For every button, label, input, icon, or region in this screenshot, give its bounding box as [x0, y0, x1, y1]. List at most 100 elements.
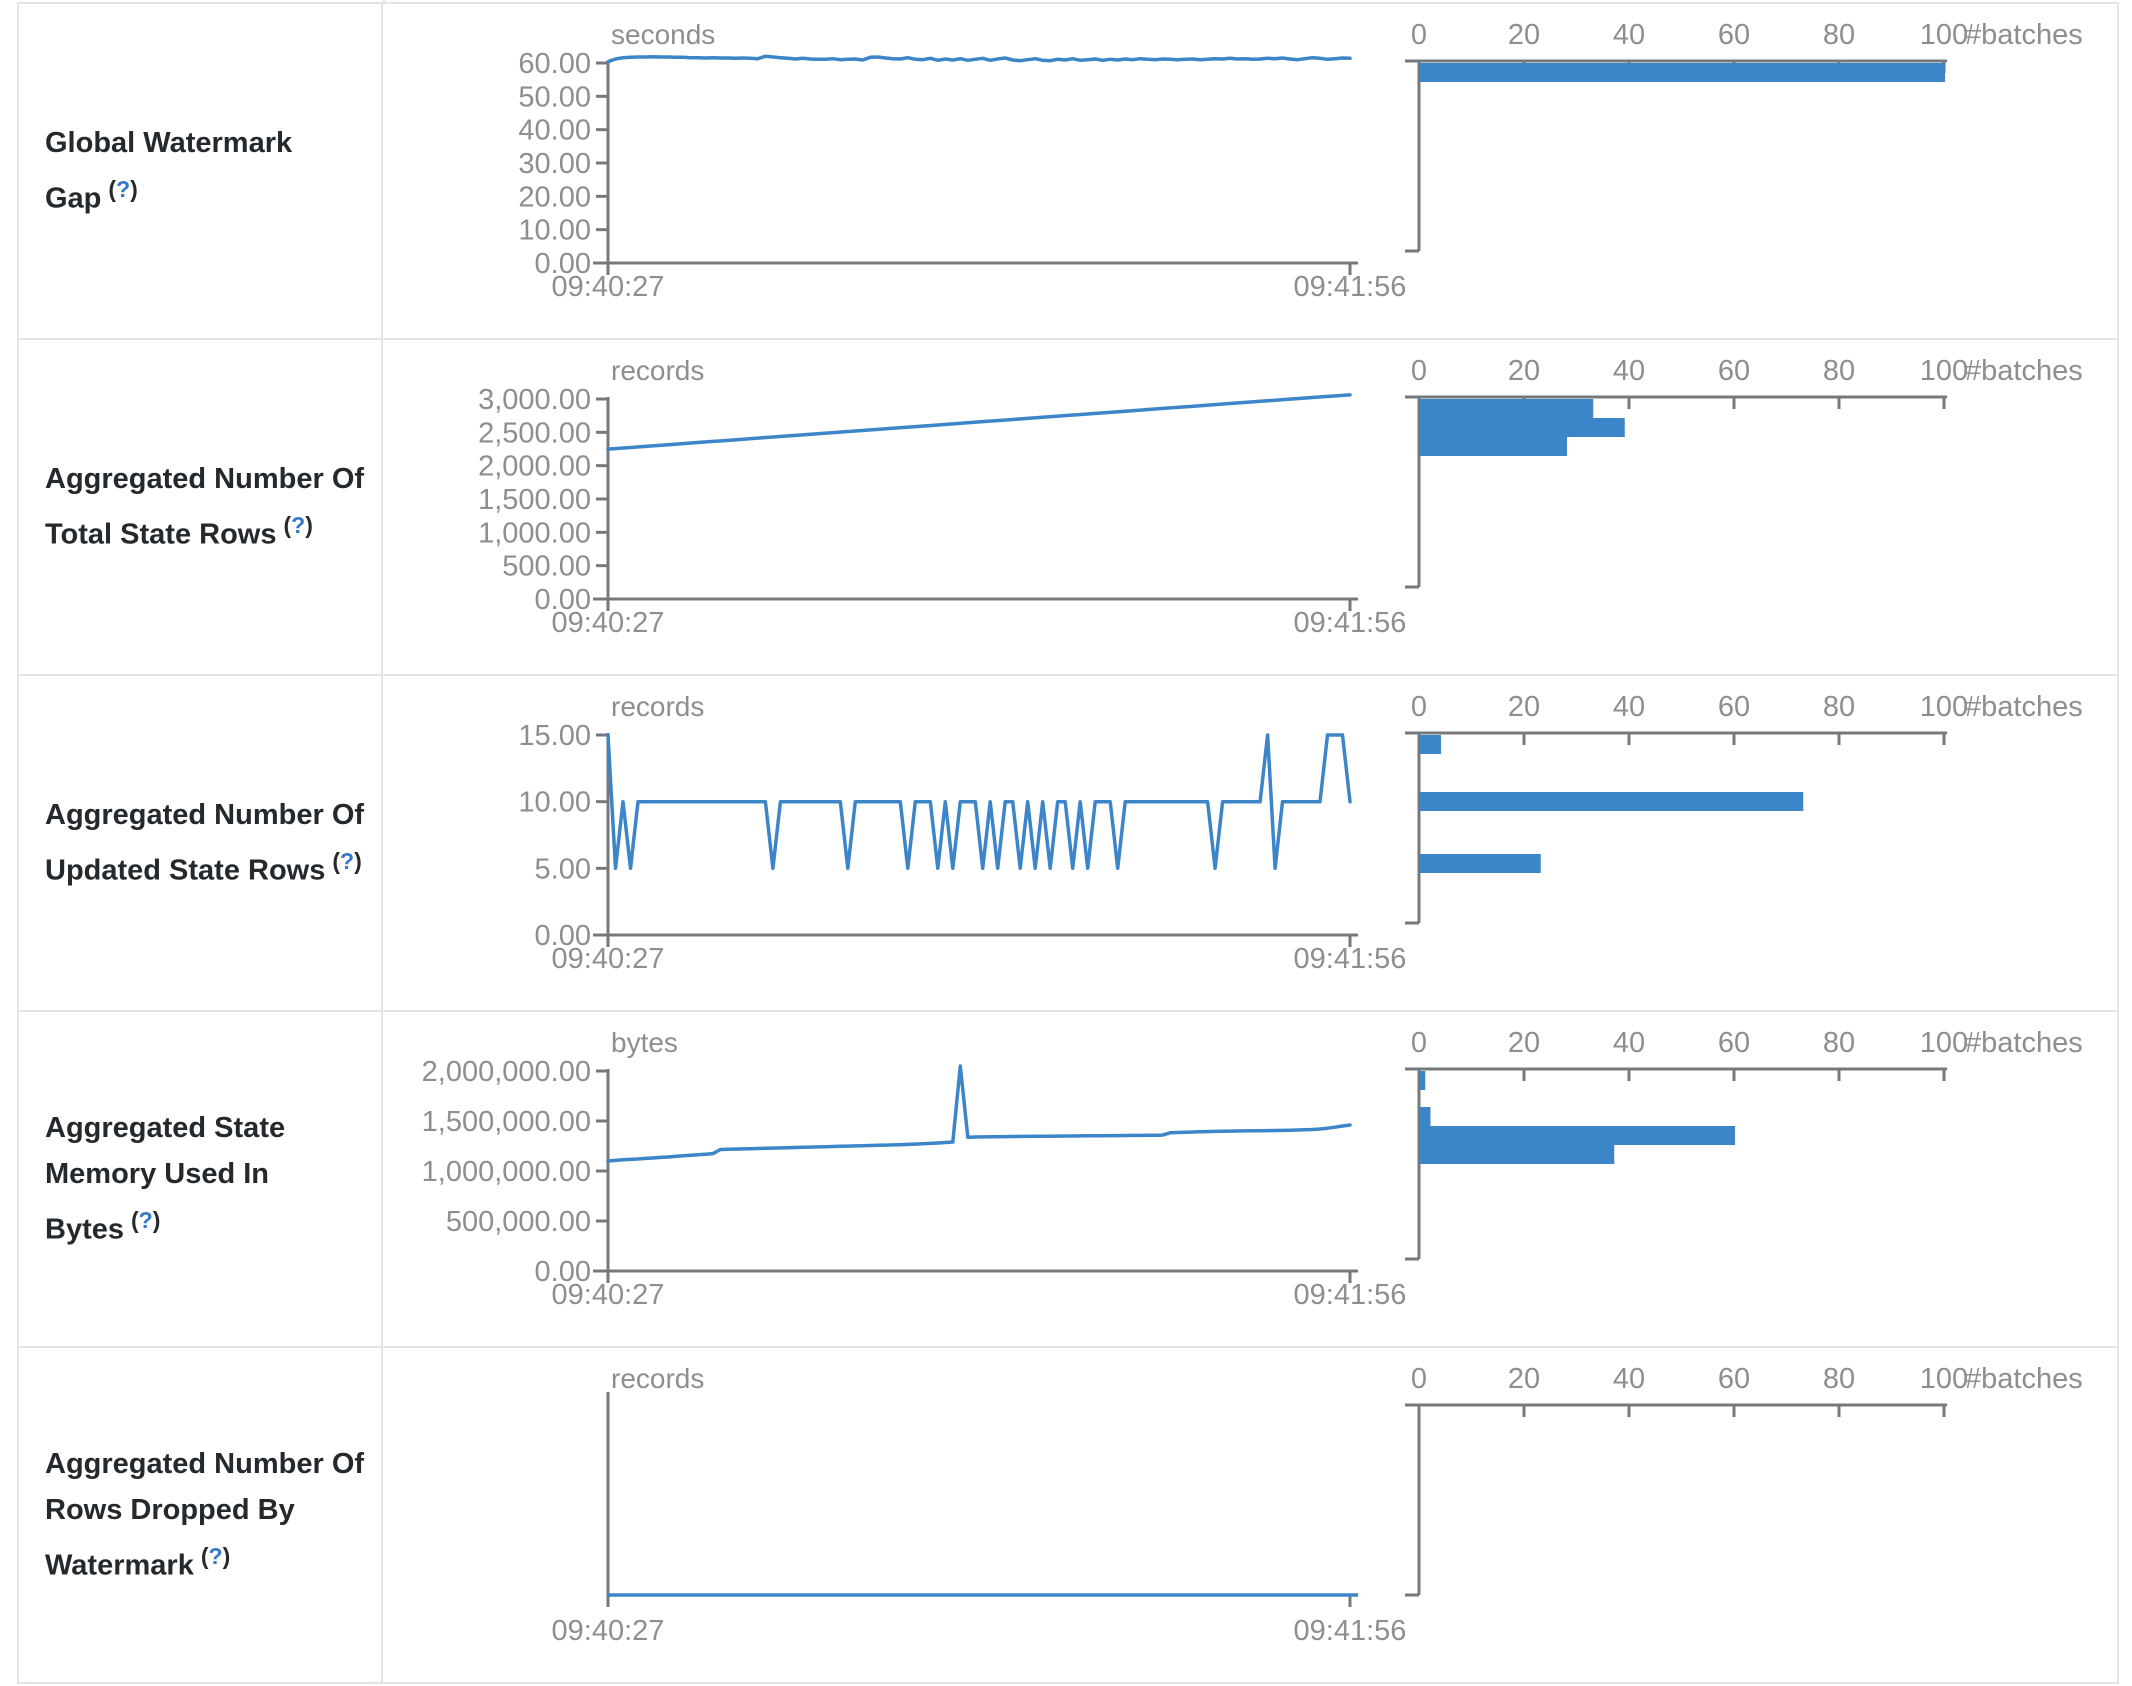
question-mark-icon: ?	[340, 848, 355, 875]
batches-tick-label: 0	[1411, 355, 1427, 387]
unit-label: records	[611, 355, 704, 386]
y-axis-tick-label: 0.00	[535, 584, 591, 616]
x-axis-time-label: 09:41:56	[1294, 943, 1407, 975]
metric-label-cell: Global Watermark Gap (?)	[19, 4, 383, 338]
batches-tick-label: 100	[1920, 1027, 1968, 1059]
y-axis-tick-label: 0.00	[535, 920, 591, 952]
help-tooltip-link[interactable]: (?)	[131, 1207, 161, 1234]
metric-label: Aggregated Number Of Rows Dropped By Wat…	[45, 1441, 371, 1589]
batches-tick-label: 0	[1411, 1027, 1427, 1059]
histogram-bar	[1420, 399, 1594, 418]
batches-tick-label: 0	[1411, 19, 1427, 51]
histogram-bar	[1420, 437, 1567, 456]
help-tooltip-link[interactable]: (?)	[108, 176, 138, 203]
batches-tick-label: 80	[1823, 691, 1855, 723]
y-axis-tick-label: 50.00	[518, 81, 591, 113]
x-axis-time-label: 09:40:27	[552, 1615, 665, 1647]
batches-tick-label: 100	[1920, 1363, 1968, 1395]
y-axis-tick-label: 5.00	[535, 853, 591, 885]
metric-row-rows-dropped-by-watermark: Aggregated Number Of Rows Dropped By Wat…	[19, 1348, 2117, 1684]
batches-axis-label: #batches	[1965, 1027, 2083, 1059]
y-axis-tick-label: 40.00	[518, 115, 591, 147]
batches-tick-label: 60	[1718, 1027, 1750, 1059]
metric-label-cell: Aggregated State Memory Used In Bytes (?)	[19, 1012, 383, 1346]
metric-label-text: Global Watermark Gap	[45, 127, 293, 215]
timeline-line	[606, 733, 1352, 871]
question-mark-icon: ?	[291, 512, 306, 539]
batches-tick-label: 20	[1508, 1027, 1540, 1059]
batches-tick-label: 20	[1508, 691, 1540, 723]
metric-row-global-watermark-gap: Global Watermark Gap (?) seconds 60.00 50.0…	[19, 4, 2117, 340]
batches-tick-label: 40	[1613, 691, 1645, 723]
y-axis-tick-label: 0.00	[535, 248, 591, 280]
histogram-bar	[1420, 1107, 1431, 1126]
timeline-line	[606, 54, 1352, 64]
metric-label: Aggregated State Memory Used In Bytes (?)	[45, 1105, 371, 1253]
metric-row-state-memory: Aggregated State Memory Used In Bytes (?)…	[19, 1012, 2117, 1348]
y-axis-tick-label: 1,000.00	[478, 517, 591, 549]
x-axis-time-label: 09:41:56	[1294, 1279, 1407, 1311]
help-tooltip-link[interactable]: (?)	[283, 512, 313, 539]
metric-label-text: Aggregated State Memory Used In Bytes	[45, 1112, 286, 1246]
chart-cell: records 09:40:27 09:41:56 0 20 40 60 80 100 #batc…	[383, 1348, 2117, 1682]
batches-tick-label: 40	[1613, 19, 1645, 51]
metric-row-total-state-rows: Aggregated Number Of Total State Rows (?)…	[19, 340, 2117, 676]
x-axis-time-label: 09:41:56	[1294, 1615, 1407, 1647]
metric-label-cell: Aggregated Number Of Updated State Rows(…	[19, 676, 383, 1010]
total-state-rows-charts: records3,000.002,500.002,000.001,500.001…	[478, 355, 2083, 639]
batches-tick-label: 60	[1718, 355, 1750, 387]
metric-label-cell: Aggregated Number Of Total State Rows (?)	[19, 340, 383, 674]
batches-tick-label: 60	[1718, 19, 1750, 51]
state-memory-charts: bytes 2,000,000.00 1,500,000.00 1,000,000.0…	[422, 1027, 2083, 1311]
batches-tick-label: 100	[1920, 691, 1968, 723]
timeline-line	[606, 393, 1352, 451]
batches-tick-label: 40	[1613, 1027, 1645, 1059]
batches-tick-label: 0	[1411, 1363, 1427, 1395]
batches-tick-label: 80	[1823, 19, 1855, 51]
question-mark-icon: ?	[116, 176, 131, 203]
help-tooltip-link[interactable]: (?)	[200, 1543, 231, 1570]
question-mark-icon: ?	[208, 1543, 223, 1570]
histogram-bar	[1420, 1071, 1426, 1090]
y-axis-tick-label: 15.00	[518, 720, 591, 752]
watermark-gap-charts: seconds 60.0050.0040.0030.0020.0010.000.0…	[518, 19, 2083, 303]
y-axis-tick-label: 0.00	[535, 1256, 591, 1288]
y-axis-tick-label: 60.00	[518, 48, 591, 80]
metric-label-cell: Aggregated Number Of Rows Dropped By Wat…	[19, 1348, 383, 1682]
batches-tick-label: 20	[1508, 19, 1540, 51]
x-axis-time-label: 09:40:27	[552, 1279, 665, 1311]
y-axis-tick-label: 3,000.00	[478, 384, 591, 416]
metric-row-updated-state-rows: Aggregated Number Of Updated State Rows(…	[19, 676, 2117, 1012]
metric-label: Aggregated Number Of Updated State Rows(…	[45, 792, 371, 894]
batches-tick-label: 80	[1823, 355, 1855, 387]
histogram-bar	[1420, 792, 1804, 811]
timeline-line	[606, 1064, 1352, 1163]
y-axis-tick-label: 30.00	[518, 148, 591, 180]
histogram-bar	[1420, 854, 1541, 873]
batches-tick-label: 20	[1508, 1363, 1540, 1395]
batches-axis-label: #batches	[1965, 19, 2083, 51]
histogram-bar	[1420, 735, 1441, 754]
histogram-bar	[1420, 1145, 1615, 1164]
y-axis-tick-label: 2,000,000.00	[422, 1056, 591, 1088]
batches-tick-label: 80	[1823, 1027, 1855, 1059]
unit-label: records	[611, 691, 704, 722]
x-axis-time-label: 09:41:56	[1294, 271, 1407, 303]
metric-label-text: Aggregated Number Of Rows Dropped By Wat…	[45, 1448, 365, 1582]
y-axis-tick-label: 1,500,000.00	[422, 1106, 591, 1138]
y-axis-tick-label: 10.00	[518, 787, 591, 819]
question-mark-icon: ?	[138, 1207, 153, 1234]
metric-label-text: Aggregated Number Of Updated State Rows	[45, 799, 365, 887]
unit-label: bytes	[611, 1027, 678, 1058]
x-axis-time-label: 09:41:56	[1294, 607, 1407, 639]
help-tooltip-link[interactable]: (?)	[332, 848, 362, 875]
statistics-table: Global Watermark Gap (?) seconds 60.00 50.0…	[17, 2, 2119, 1684]
batches-axis-label: #batches	[1965, 355, 2083, 387]
batches-tick-label: 100	[1920, 19, 1968, 51]
column-divider-stub	[383, 0, 385, 2]
batches-tick-label: 100	[1920, 355, 1968, 387]
unit-label: records	[611, 1363, 704, 1394]
y-axis-tick-label: 10.00	[518, 215, 591, 247]
y-axis-tick-label: 2,500.00	[478, 417, 591, 449]
